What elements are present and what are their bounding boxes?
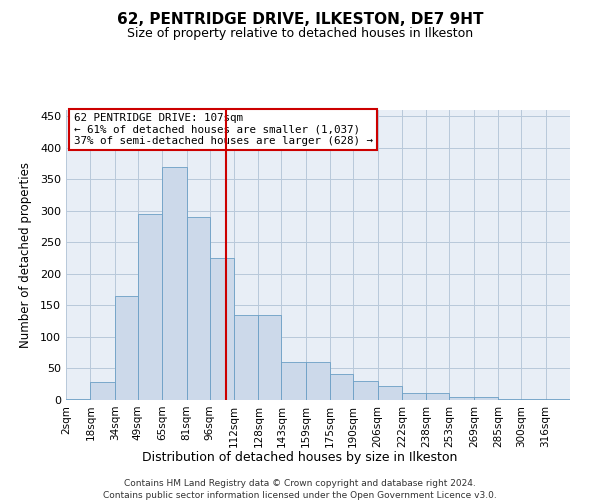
Bar bbox=[306, 362, 330, 400]
Bar bbox=[162, 166, 187, 400]
Text: 62, PENTRIDGE DRIVE, ILKESTON, DE7 9HT: 62, PENTRIDGE DRIVE, ILKESTON, DE7 9HT bbox=[117, 12, 483, 28]
Text: Contains HM Land Registry data © Crown copyright and database right 2024.: Contains HM Land Registry data © Crown c… bbox=[124, 480, 476, 488]
Bar bbox=[427, 393, 449, 400]
Text: Contains public sector information licensed under the Open Government Licence v3: Contains public sector information licen… bbox=[103, 490, 497, 500]
Y-axis label: Number of detached properties: Number of detached properties bbox=[19, 162, 32, 348]
Bar bbox=[138, 214, 162, 400]
Text: Distribution of detached houses by size in Ilkeston: Distribution of detached houses by size … bbox=[142, 451, 458, 464]
Bar bbox=[234, 315, 259, 400]
Bar bbox=[259, 315, 281, 400]
Bar bbox=[330, 374, 353, 400]
Bar bbox=[281, 362, 306, 400]
Bar bbox=[115, 296, 138, 400]
Bar bbox=[353, 381, 377, 400]
Bar bbox=[402, 393, 427, 400]
Bar bbox=[449, 397, 474, 400]
Bar bbox=[187, 217, 209, 400]
Bar bbox=[91, 382, 115, 400]
Text: Size of property relative to detached houses in Ilkeston: Size of property relative to detached ho… bbox=[127, 28, 473, 40]
Bar bbox=[498, 398, 521, 400]
Bar bbox=[377, 386, 402, 400]
Bar bbox=[209, 258, 234, 400]
Bar bbox=[474, 398, 498, 400]
Text: 62 PENTRIDGE DRIVE: 107sqm
← 61% of detached houses are smaller (1,037)
37% of s: 62 PENTRIDGE DRIVE: 107sqm ← 61% of deta… bbox=[74, 113, 373, 146]
